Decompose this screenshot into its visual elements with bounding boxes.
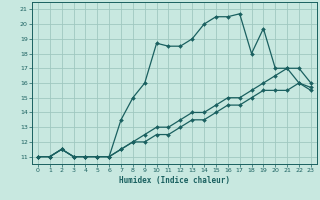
X-axis label: Humidex (Indice chaleur): Humidex (Indice chaleur) bbox=[119, 176, 230, 185]
